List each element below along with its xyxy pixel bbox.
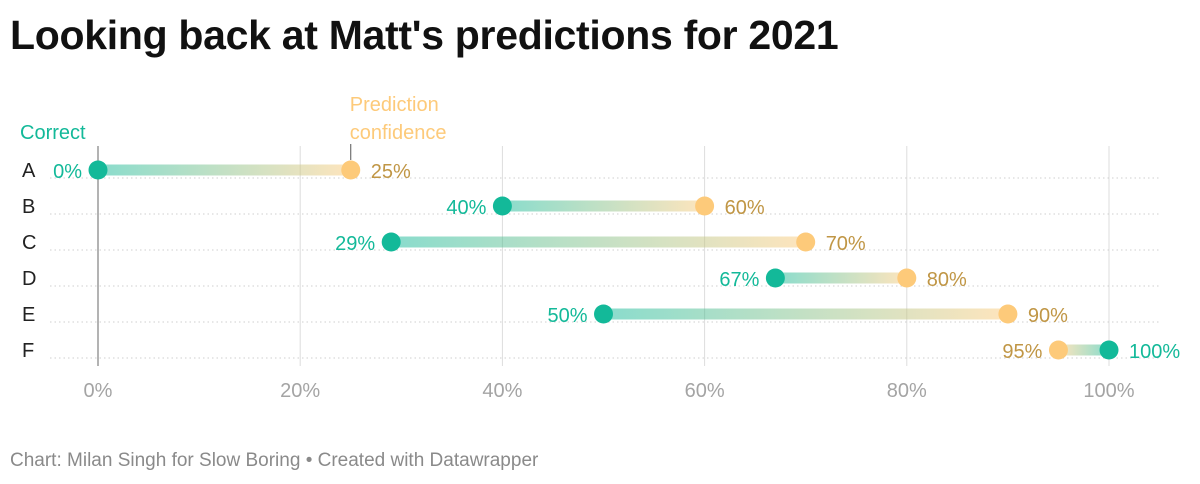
range-bars (98, 164, 1109, 356)
confidence-dot-A (341, 160, 361, 180)
x-tick-label-40: 40% (482, 380, 522, 402)
dots (88, 160, 1119, 360)
legend-confidence-line2: confidence (350, 122, 447, 144)
confidence-value-C: 70% (826, 233, 866, 255)
confidence-dot-E (998, 304, 1018, 324)
correct-value-A: 0% (53, 161, 82, 183)
x-tick-label-20: 20% (280, 380, 320, 402)
category-label-C: C (22, 232, 36, 254)
correct-value-E: 50% (547, 305, 587, 327)
confidence-dot-C (796, 232, 816, 252)
confidence-dot-F (1048, 340, 1068, 360)
confidence-value-D: 80% (927, 269, 967, 291)
category-label-E: E (22, 304, 35, 326)
correct-dot-F (1099, 340, 1119, 360)
correct-value-D: 67% (719, 269, 759, 291)
correct-dot-B (492, 196, 512, 216)
x-tick-label-60: 60% (685, 380, 725, 402)
category-label-A: A (22, 160, 36, 182)
category-label-F: F (22, 340, 34, 362)
category-label-D: D (22, 268, 36, 290)
x-tick-label-100: 100% (1083, 380, 1134, 402)
labels: 0% 25% 40% 60% 29% 70% 67% 80% 50% 90% 100% 95% (53, 161, 1180, 363)
confidence-value-F: 95% (1002, 341, 1042, 363)
category-label-B: B (22, 196, 35, 218)
x-tick-label-80: 80% (887, 380, 927, 402)
legend: Correct Prediction confidence (20, 94, 447, 160)
correct-value-B: 40% (446, 197, 486, 219)
correct-dot-C (381, 232, 401, 252)
legend-correct: Correct (20, 122, 86, 144)
legend-confidence-line1: Prediction (350, 94, 439, 116)
confidence-dot-D (897, 268, 917, 288)
correct-dot-A (88, 160, 108, 180)
correct-value-F: 100% (1129, 341, 1180, 363)
x-tick-label-0: 0% (84, 380, 113, 402)
chart-credit: Chart: Milan Singh for Slow Boring • Cre… (10, 450, 539, 471)
chart-title: Looking back at Matt's predictions for 2… (10, 12, 839, 58)
grid: 0% 20% 40% 60% 80% 100% (84, 146, 1135, 402)
confidence-value-A: 25% (371, 161, 411, 183)
correct-value-C: 29% (335, 233, 375, 255)
confidence-value-B: 60% (725, 197, 765, 219)
correct-dot-D (765, 268, 785, 288)
correct-dot-E (594, 304, 613, 324)
confidence-dot-B (695, 196, 715, 216)
confidence-value-E: 90% (1028, 305, 1068, 327)
